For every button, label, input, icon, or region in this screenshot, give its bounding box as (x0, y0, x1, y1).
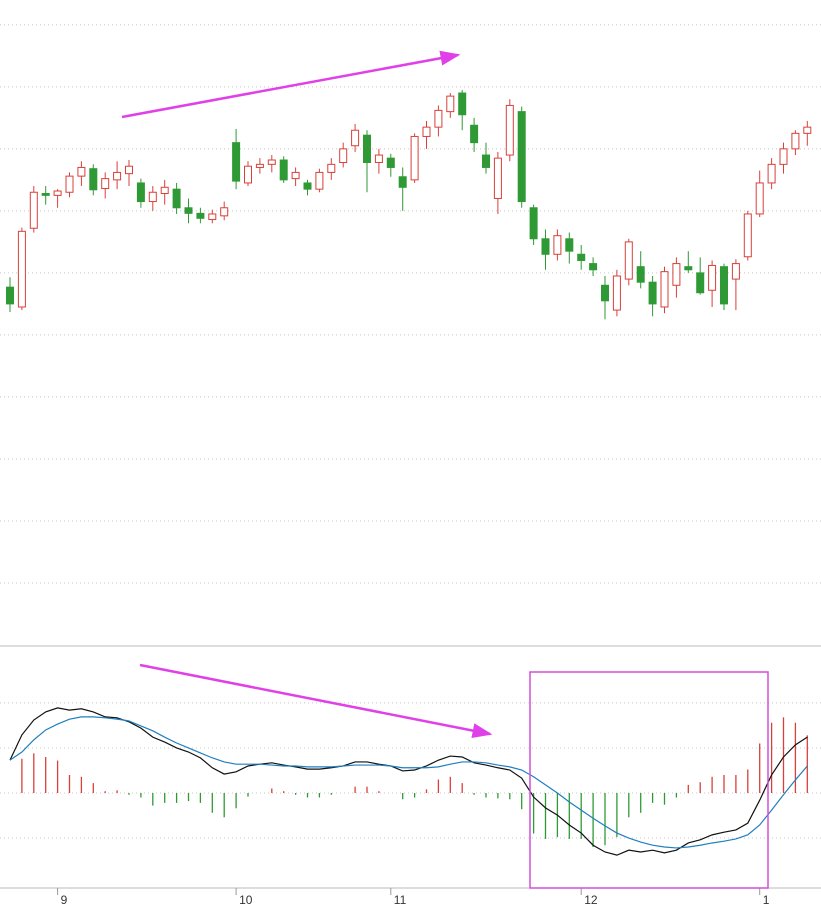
candle-body (458, 92, 467, 116)
candle-body (65, 175, 74, 193)
candle-body (684, 266, 693, 271)
candle-body (505, 104, 514, 156)
candle-body (363, 134, 371, 163)
candle-body (482, 154, 490, 168)
candle-body (577, 253, 586, 261)
candle-body (553, 235, 562, 255)
candle-body (731, 263, 740, 280)
candle-body (565, 238, 574, 252)
candle-body (589, 263, 598, 271)
x-tick-label: 12 (584, 893, 598, 907)
candle-body (446, 95, 455, 113)
highlight-box (529, 671, 769, 889)
candle-body (803, 126, 812, 134)
candle-body (220, 207, 229, 217)
candle-body (743, 213, 752, 258)
candle-body (279, 159, 288, 181)
trend-arrow (139, 663, 493, 738)
candle-body (708, 264, 717, 291)
candle-body (196, 212, 205, 219)
candle-body (53, 190, 62, 196)
candle-body (6, 286, 14, 305)
macd-line (9, 716, 808, 849)
candle-body (291, 171, 300, 180)
x-tick-label: 10 (239, 893, 253, 907)
candle-body (374, 154, 383, 163)
candle-body (434, 109, 443, 128)
candle-body (29, 191, 38, 229)
candle-body (767, 163, 776, 184)
x-tick-label: 9 (61, 893, 68, 907)
candle-body (89, 168, 98, 191)
trend-arrow (121, 50, 461, 119)
candle-body (255, 163, 264, 168)
candle-body (636, 266, 645, 283)
marks: 9 10 11 12 1 (0, 24, 821, 907)
candle-body (327, 163, 336, 173)
candle-body (172, 188, 181, 209)
x-tick-label: 1 (763, 893, 770, 907)
candle-body (386, 157, 395, 168)
candle-body (648, 281, 657, 305)
candle-body (267, 159, 276, 165)
candle-body (696, 272, 705, 294)
candle-body (541, 238, 550, 255)
candle-body (136, 182, 145, 203)
candle-body (660, 271, 669, 308)
candle-body (125, 165, 133, 175)
candle-body (720, 266, 728, 305)
candle-body (410, 135, 419, 181)
candle-body (672, 263, 681, 286)
candle-body (315, 171, 324, 190)
candle-body (101, 178, 110, 190)
candle-body (779, 148, 788, 165)
candle-body (624, 241, 633, 280)
x-tick-label: 11 (394, 893, 407, 907)
candle-body (791, 132, 800, 150)
candle-body (232, 142, 241, 182)
candle-body (208, 213, 217, 221)
candle-body (17, 230, 26, 308)
candle-body (244, 165, 252, 184)
candle-body (517, 111, 526, 203)
candle-body (755, 182, 764, 215)
candle-body (398, 176, 407, 188)
candle-body (612, 275, 621, 311)
candle-body (77, 166, 86, 177)
candle-body (422, 126, 431, 137)
candle-body (493, 157, 502, 199)
candle-body (303, 182, 312, 190)
candle-body (470, 124, 479, 144)
candle-body (184, 207, 193, 214)
candle-body (160, 186, 169, 195)
candle-body (113, 171, 122, 181)
candle-body (41, 193, 50, 196)
candle-body (339, 148, 348, 163)
candle-body (601, 284, 609, 302)
macd-line (9, 707, 808, 856)
candle-body (148, 191, 157, 203)
candle-body (529, 207, 538, 240)
candle-body (351, 129, 360, 147)
